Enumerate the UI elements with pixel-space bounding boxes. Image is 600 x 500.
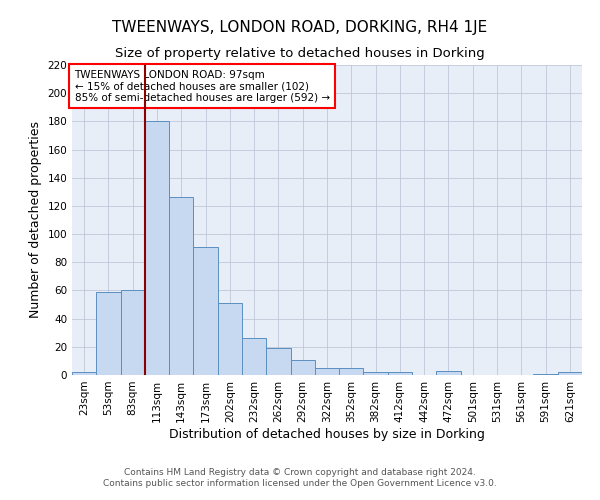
Bar: [121, 290, 145, 375]
Bar: [145, 122, 169, 375]
Text: TWEENWAYS, LONDON ROAD, DORKING, RH4 1JE: TWEENWAYS, LONDON ROAD, DORKING, RH4 1JE: [112, 20, 488, 35]
Bar: [364, 372, 388, 375]
Bar: [193, 247, 218, 375]
Bar: [218, 303, 242, 375]
Bar: [558, 372, 582, 375]
Bar: [388, 372, 412, 375]
Bar: [96, 292, 121, 375]
Bar: [169, 198, 193, 375]
Bar: [436, 371, 461, 375]
Text: Contains HM Land Registry data © Crown copyright and database right 2024.
Contai: Contains HM Land Registry data © Crown c…: [103, 468, 497, 487]
Bar: [315, 368, 339, 375]
Text: TWEENWAYS LONDON ROAD: 97sqm
← 15% of detached houses are smaller (102)
85% of s: TWEENWAYS LONDON ROAD: 97sqm ← 15% of de…: [74, 70, 329, 103]
Bar: [72, 372, 96, 375]
Bar: [242, 338, 266, 375]
Bar: [533, 374, 558, 375]
Y-axis label: Number of detached properties: Number of detached properties: [29, 122, 42, 318]
Bar: [266, 348, 290, 375]
X-axis label: Distribution of detached houses by size in Dorking: Distribution of detached houses by size …: [169, 428, 485, 440]
Bar: [339, 368, 364, 375]
Text: Size of property relative to detached houses in Dorking: Size of property relative to detached ho…: [115, 48, 485, 60]
Bar: [290, 360, 315, 375]
